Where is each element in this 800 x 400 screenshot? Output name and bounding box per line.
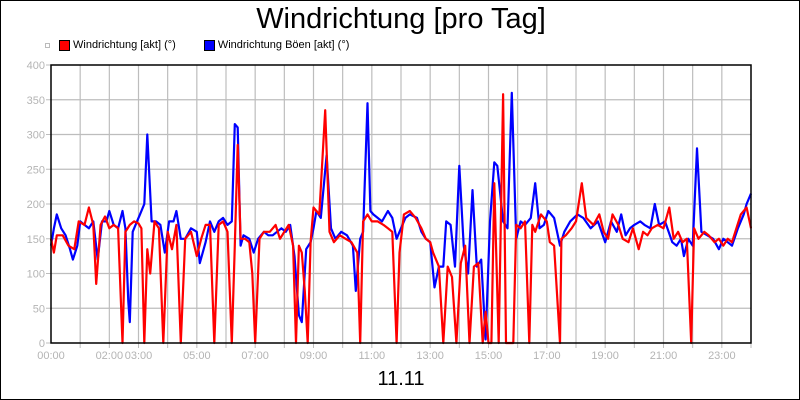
x-tick-label: 17:00 (533, 350, 561, 362)
y-tick-label: 250 (27, 164, 45, 176)
red-swatch-icon (59, 39, 70, 51)
x-tick-label: 09:00 (300, 350, 328, 362)
x-tick-label: 23:00 (708, 350, 736, 362)
y-tick-label: 0 (39, 338, 45, 350)
legend-label: Windrichtung Böen [akt] (°) (217, 39, 350, 51)
legend-item-windrichtung-boeen[interactable]: Windrichtung Böen [akt] (°) (203, 39, 350, 51)
legend-item-windrichtung[interactable]: Windrichtung [akt] (°) (59, 39, 176, 51)
legend-label: Windrichtung [akt] (°) (73, 39, 176, 51)
y-tick-label: 400 (27, 60, 45, 72)
chart-title: Windrichtung [pro Tag] (256, 3, 546, 35)
y-tick-label: 100 (27, 269, 45, 281)
legend-marker-icon (45, 42, 50, 48)
blue-swatch-icon (203, 39, 215, 51)
x-axis-date-label: 11.11 (377, 368, 425, 390)
y-tick-label: 300 (27, 130, 45, 142)
chart-legend: Windrichtung [akt] (°) Windrichtung Böen… (45, 39, 377, 51)
series-line-windrichtung (49, 93, 753, 345)
x-tick-label: 15:00 (475, 350, 503, 362)
x-tick-label: 07:00 (241, 350, 269, 362)
x-tick-label: 05:00 (183, 350, 211, 362)
y-tick-label: 350 (27, 95, 45, 107)
x-tick-label: 11:00 (358, 350, 385, 362)
x-tick-label: 00:00 (37, 350, 65, 362)
y-tick-label: 50 (33, 303, 45, 315)
series-line-windrichtung-boeen (49, 91, 753, 341)
y-tick-label: 150 (27, 234, 45, 246)
x-tick-label: 02:00 (96, 350, 124, 362)
x-tick-label: 19:00 (591, 350, 619, 362)
x-tick-label: 13:00 (416, 350, 444, 362)
plot-border (50, 64, 752, 344)
x-tick-label: 21:00 (650, 350, 678, 362)
x-tick-label: 03:00 (125, 350, 153, 362)
y-tick-label: 200 (27, 199, 45, 211)
